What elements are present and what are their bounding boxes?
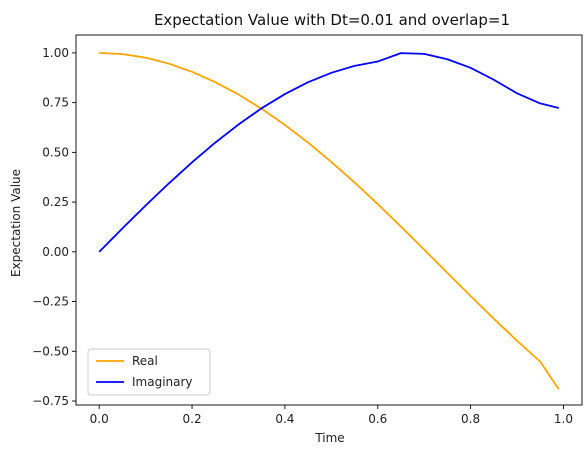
y-tick-label: 0.50	[42, 145, 69, 159]
series-line-imaginary	[98, 52, 560, 253]
legend: Real Imaginary	[87, 348, 211, 396]
plot-area	[98, 52, 560, 390]
x-tick-label: 0.8	[461, 412, 480, 426]
y-tick-label: 0.25	[42, 195, 69, 209]
y-tick-label: −0.25	[32, 295, 69, 309]
x-tick-label: 0.0	[90, 412, 109, 426]
x-tick-label: 0.2	[183, 412, 202, 426]
x-tick-label: 1.0	[554, 412, 573, 426]
x-axis: 0.0 0.2 0.4 0.6 0.8 1.0	[90, 405, 573, 426]
y-tick-label: 1.00	[42, 46, 69, 60]
series-line-real	[99, 52, 560, 390]
y-tick-label: 0.00	[42, 245, 69, 259]
y-axis-label: Expectation Value	[9, 169, 23, 277]
y-tick-label: −0.75	[32, 394, 69, 408]
chart-title: Expectation Value with Dt=0.01 and overl…	[154, 11, 510, 29]
x-tick-label: 0.4	[275, 412, 294, 426]
legend-label: Real	[132, 354, 158, 368]
axes-frame	[75, 34, 583, 406]
legend-label: Imaginary	[132, 375, 193, 389]
x-tick-label: 0.6	[368, 412, 387, 426]
y-tick-label: 0.75	[42, 96, 69, 110]
y-tick-label: −0.50	[32, 344, 69, 358]
y-axis: −0.75 −0.50 −0.25 0.00 0.25 0.50 0.75 1.00	[32, 46, 76, 408]
x-axis-label: Time	[314, 431, 344, 445]
